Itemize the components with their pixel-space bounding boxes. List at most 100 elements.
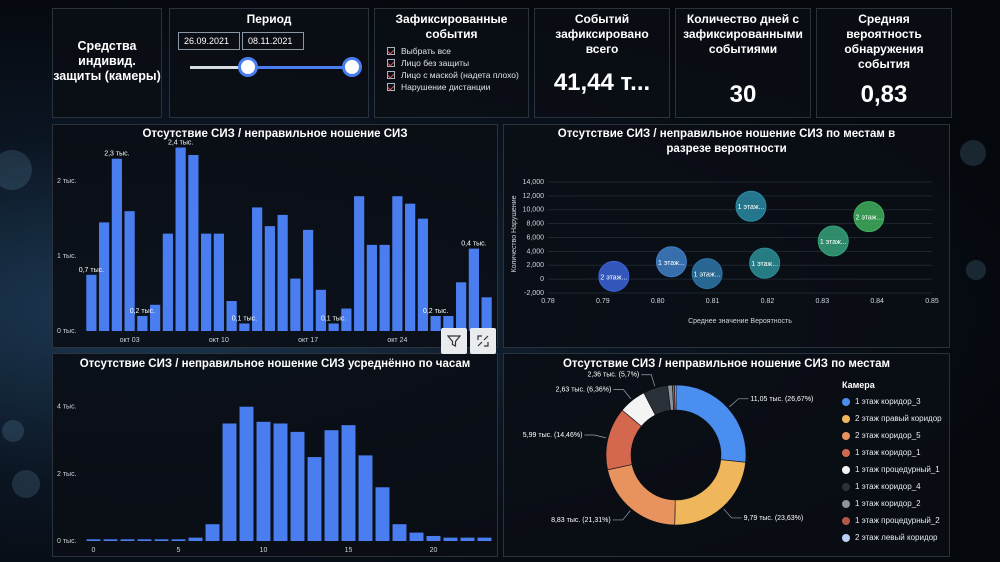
slider-handle-end-icon[interactable] [342,57,362,77]
bar [460,537,475,541]
bar [154,539,169,541]
y-tick-label: 14,000 [523,179,545,186]
bar [201,233,212,331]
hourly-chart-panel: Отсутствие СИЗ / неправильное ношение СИ… [52,353,498,557]
x-tick-label: 15 [345,547,353,554]
bar [443,537,458,541]
legend-title: Камера [842,380,875,390]
bar [366,244,377,331]
filter-option-select-all[interactable]: Выбрать все [387,45,519,57]
scatter-point [749,247,781,279]
scatter-point [817,225,849,257]
bar [273,423,288,541]
bar [124,211,135,331]
bar [162,233,173,331]
bar [86,539,101,541]
scatter-point [655,246,687,278]
legend-item[interactable]: 1 этаж процедурный_2 [842,512,942,529]
events-filter-card: Зафиксированные события Выбрать все Лицо… [374,8,529,118]
data-label: 0,1 тыс. [321,316,346,323]
donut-legend: Камера 1 этаж коридор_3 2 этаж правый кор… [842,380,942,546]
date-to-input[interactable]: 08.11.2021 [242,32,304,50]
y-tick-label: -2,000 [524,290,544,297]
legend-label: 1 этаж процедурный_2 [855,516,940,525]
checkbox-icon[interactable] [387,59,395,67]
background-bubble [960,140,986,166]
scatter-chart-panel: Отсутствие СИЗ / неправильное ношение СИ… [503,124,950,348]
legend-dot-icon [842,448,850,457]
bar [205,524,220,541]
leader-line [723,508,742,519]
checkbox-icon[interactable] [387,83,395,91]
point-label: 1 этаж... [658,260,685,267]
slider-handle-start-icon[interactable] [238,57,258,77]
legend-item[interactable]: 1 этаж коридор_2 [842,495,942,512]
checkbox-icon[interactable] [387,71,395,79]
bar [175,147,186,331]
y-tick-label: 8,000 [526,221,544,228]
background-bubble [966,260,986,280]
bar [226,301,237,331]
bar [99,222,110,331]
x-tick-label: окт 10 [209,337,229,344]
data-label: 0,2 тыс. [130,308,155,315]
bar [341,308,352,331]
legend-item[interactable]: 1 этаж коридор_1 [842,444,942,461]
scatter-point [735,190,767,222]
date-from-input[interactable]: 26.09.2021 [178,32,240,50]
legend-items: 1 этаж коридор_3 2 этаж правый коридор 2 э… [842,393,942,546]
bar [252,207,263,331]
checkbox-icon[interactable] [387,47,395,55]
filter-option-no-protection[interactable]: Лицо без защиты [387,57,519,69]
slice-label: 2,36 тыс. (5,7%) [587,372,639,379]
camera-slicer-card[interactable]: Средства индивид. защиты (камеры) [52,8,162,118]
camera-slicer-title: Средства индивид. защиты (камеры) [53,39,161,83]
data-label: 2,4 тыс. [168,140,193,147]
period-title: Период [246,12,292,26]
bar [256,421,271,541]
x-tick-label: 10 [260,547,268,554]
daily-chart-panel: Отсутствие СИЗ / неправильное ношение СИ… [52,124,498,348]
y-tick-label: 0 тыс. [57,538,77,545]
y-tick-label: 1 тыс. [57,253,77,260]
bar [358,455,373,541]
bar [315,289,326,331]
leader-line [584,434,607,439]
filter-button[interactable] [441,328,467,354]
bar [137,316,148,331]
events-filter-list: Выбрать все Лицо без защиты Лицо с маско… [387,45,519,93]
kpi-title: Средняя вероятность обнаружения события [844,12,924,71]
legend-item[interactable]: 2 этаж коридор_5 [842,427,942,444]
filter-option-distance[interactable]: Нарушение дистанции [387,81,519,93]
bar [379,244,390,331]
bar [477,537,492,541]
kpi-value: 0,83 [860,81,908,108]
donut-slice [674,384,677,411]
bar [239,406,254,541]
bar [430,316,441,331]
bar [417,218,428,331]
point-label: 1 этаж... [738,204,765,211]
legend-item[interactable]: 1 этаж процедурный_1 [842,461,942,478]
filter-option-bad-mask[interactable]: Лицо с маской (надета плохо) [387,69,519,81]
legend-item[interactable]: 2 этаж правый коридор [842,410,942,427]
kpi-avg-probability: Средняя вероятность обнаружения события … [816,8,952,118]
bar [290,278,301,331]
x-tick-label: 0.84 [870,298,884,305]
period-slider-range [248,66,353,69]
daily-chart-title: Отсутствие СИЗ / неправильное ношение СИ… [142,128,408,140]
bar [307,457,322,541]
legend-item[interactable]: 1 этаж коридор_3 [842,393,942,410]
legend-item[interactable]: 1 этаж коридор_4 [842,478,942,495]
bar [103,539,118,541]
bar [137,539,152,541]
hourly-chart-title: Отсутствие СИЗ / неправильное ношение СИ… [79,358,471,370]
bar [405,203,416,331]
x-tick-label: 20 [430,547,438,554]
background-bubble [2,420,24,442]
focus-mode-button[interactable] [470,328,496,354]
bar [481,297,492,331]
bar [188,537,203,541]
leader-line [641,374,656,387]
legend-item[interactable]: 2 этаж левый коридор [842,529,942,546]
